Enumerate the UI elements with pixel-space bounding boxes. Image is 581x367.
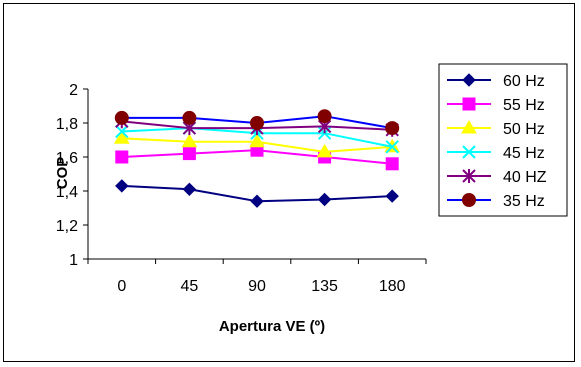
- data-point: [115, 150, 129, 164]
- axes: 1 1,2 1,4 1,6 1,8 2 0 45 90 135 180: [56, 82, 427, 295]
- legend-marker: [462, 193, 476, 207]
- legend-box: [438, 63, 568, 217]
- legend-label: 55 Hz: [503, 97, 545, 114]
- data-point: [317, 109, 332, 124]
- legend-label: 60 Hz: [503, 73, 545, 90]
- legend-marker: [462, 169, 476, 183]
- y-axis-title: COP: [54, 157, 71, 190]
- data-point: [113, 130, 130, 144]
- data-point: [249, 133, 265, 148]
- data-point: [182, 110, 197, 125]
- y-tick-label: 1,2: [56, 218, 78, 235]
- series-35-hz: [114, 109, 400, 136]
- x-tick-label: 90: [248, 278, 266, 295]
- legend-item: 55 Hz: [447, 97, 545, 114]
- data-point: [181, 133, 198, 148]
- data-point: [115, 179, 129, 193]
- y-tick-label: 1: [69, 252, 78, 269]
- x-tick-label: 180: [379, 278, 406, 295]
- series-60-hz: [115, 179, 399, 208]
- series-55-hz: [115, 143, 399, 171]
- x-tick-label: 45: [181, 278, 199, 295]
- legend-label: 45 Hz: [503, 145, 545, 162]
- data-point: [317, 192, 332, 207]
- data-point: [385, 121, 400, 136]
- legend-item: 50 Hz: [447, 120, 545, 138]
- data-point: [182, 182, 197, 197]
- series-layer: [113, 109, 401, 208]
- legend-marker: [462, 73, 476, 87]
- data-point: [115, 124, 129, 139]
- y-tick-label: 1,6: [56, 150, 78, 167]
- data-point: [250, 116, 264, 130]
- data-point: [385, 189, 399, 203]
- legend-label: 50 Hz: [503, 121, 545, 138]
- data-point: [250, 194, 264, 208]
- data-point: [114, 110, 129, 125]
- legend-label: 40 HZ: [503, 169, 547, 186]
- y-tick-label: 1,8: [56, 116, 78, 133]
- legend-marker: [462, 145, 476, 159]
- legend-marker: [461, 120, 477, 134]
- data-point: [385, 157, 399, 171]
- legend-item: 60 Hz: [447, 73, 545, 90]
- x-tick-label: 0: [117, 278, 126, 295]
- legend-marker: [462, 97, 476, 111]
- x-axis-title: Apertura VE (º): [219, 318, 325, 335]
- y-tick-label: 2: [69, 82, 78, 99]
- data-point: [316, 143, 333, 158]
- y-tick-label: 1,4: [56, 184, 78, 201]
- data-point: [182, 147, 196, 161]
- legend-label: 35 Hz: [503, 193, 545, 210]
- legend: 60 Hz 55 Hz 50 Hz 45 Hz 40 HZ 35 Hz: [438, 63, 568, 217]
- x-tick-label: 135: [311, 278, 338, 295]
- legend-item: 40 HZ: [447, 169, 547, 186]
- legend-item: 35 Hz: [447, 193, 545, 210]
- data-point: [385, 140, 399, 154]
- legend-item: 45 Hz: [447, 145, 545, 162]
